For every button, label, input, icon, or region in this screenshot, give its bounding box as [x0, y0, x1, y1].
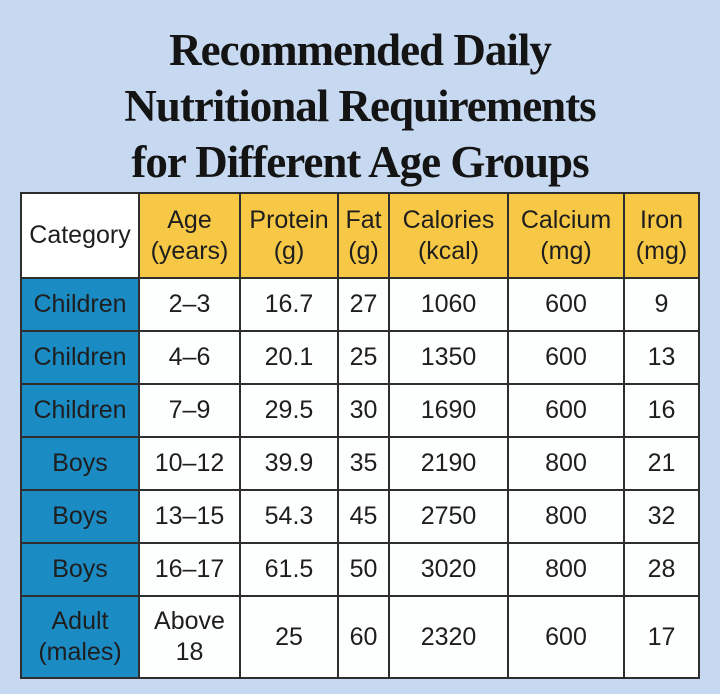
header-cell-calories: Calories (kcal)	[388, 192, 509, 279]
data-cell: 27	[337, 277, 390, 332]
page-title: Recommended Daily Nutritional Requiremen…	[0, 0, 720, 190]
header-cell-fat: Fat (g)	[337, 192, 390, 279]
page-title-line-2: Nutritional Requirements	[124, 81, 596, 131]
data-cell: 1060	[388, 277, 509, 332]
table-row: Children 2–3 16.7 27 1060 600 9	[20, 277, 700, 332]
data-cell: 25	[239, 595, 339, 679]
data-cell: 600	[507, 595, 625, 679]
category-cell: Children	[20, 383, 140, 438]
header-unit: (kcal)	[417, 236, 480, 265]
data-cell: 28	[623, 542, 700, 597]
data-cell: 30	[337, 383, 390, 438]
page-title-line-3: for Different Age Groups	[131, 137, 589, 187]
category-cell: Children	[20, 277, 140, 332]
header-label: Category	[29, 221, 131, 249]
table-row: Children 7–9 29.5 30 1690 600 16	[20, 383, 700, 438]
data-cell: 2–3	[138, 277, 241, 332]
header-label: Iron	[639, 205, 684, 234]
data-cell: 21	[623, 436, 700, 491]
data-cell: 13	[623, 330, 700, 385]
page-title-line-1: Recommended Daily	[169, 25, 552, 75]
data-cell: 39.9	[239, 436, 339, 491]
header-label: Calories	[402, 205, 495, 234]
data-cell: 17	[623, 595, 700, 679]
header-unit: (years)	[150, 236, 229, 265]
data-cell: 35	[337, 436, 390, 491]
nutrition-table: Category Age (years) Protein (g) Fat (g)…	[20, 192, 700, 679]
data-cell: Above 18	[138, 595, 241, 679]
data-cell: 32	[623, 489, 700, 544]
data-cell: 4–6	[138, 330, 241, 385]
data-cell: 800	[507, 489, 625, 544]
data-cell: 16.7	[239, 277, 339, 332]
header-label: Calcium	[520, 205, 612, 234]
table-row: Adult (males) Above 18 25 60 2320 600 17	[20, 595, 700, 679]
data-cell: 16–17	[138, 542, 241, 597]
data-cell: 29.5	[239, 383, 339, 438]
category-cell: Boys	[20, 436, 140, 491]
header-label: Protein	[249, 205, 329, 234]
data-cell: 60	[337, 595, 390, 679]
data-cell: 45	[337, 489, 390, 544]
table-row: Boys 10–12 39.9 35 2190 800 21	[20, 436, 700, 491]
data-cell: 25	[337, 330, 390, 385]
data-cell: 800	[507, 542, 625, 597]
header-unit: (g)	[273, 236, 305, 265]
category-cell: Boys	[20, 489, 140, 544]
header-label: Fat	[345, 205, 382, 234]
table-header-row: Category Age (years) Protein (g) Fat (g)…	[20, 192, 700, 279]
data-cell: 2750	[388, 489, 509, 544]
data-cell: 600	[507, 330, 625, 385]
header-unit: (mg)	[540, 236, 592, 265]
table-row: Children 4–6 20.1 25 1350 600 13	[20, 330, 700, 385]
header-cell-category: Category	[20, 192, 140, 279]
data-cell: 800	[507, 436, 625, 491]
table-row: Boys 13–15 54.3 45 2750 800 32	[20, 489, 700, 544]
data-cell: 2190	[388, 436, 509, 491]
data-cell: 20.1	[239, 330, 339, 385]
data-cell: 3020	[388, 542, 509, 597]
data-cell: 13–15	[138, 489, 241, 544]
header-cell-age: Age (years)	[138, 192, 241, 279]
header-cell-calcium: Calcium (mg)	[507, 192, 625, 279]
data-cell: 50	[337, 542, 390, 597]
data-cell: 1350	[388, 330, 509, 385]
category-cell: Boys	[20, 542, 140, 597]
header-label: Age	[167, 205, 212, 234]
header-unit: (mg)	[635, 236, 688, 265]
data-cell: 61.5	[239, 542, 339, 597]
header-cell-protein: Protein (g)	[239, 192, 339, 279]
data-cell: 600	[507, 277, 625, 332]
data-cell: 1690	[388, 383, 509, 438]
data-cell: 16	[623, 383, 700, 438]
category-cell: Children	[20, 330, 140, 385]
data-cell: 2320	[388, 595, 509, 679]
category-cell: Adult (males)	[20, 595, 140, 679]
data-cell: 10–12	[138, 436, 241, 491]
data-cell: 600	[507, 383, 625, 438]
data-cell: 9	[623, 277, 700, 332]
table-row: Boys 16–17 61.5 50 3020 800 28	[20, 542, 700, 597]
data-cell: 7–9	[138, 383, 241, 438]
header-cell-iron: Iron (mg)	[623, 192, 700, 279]
header-unit: (g)	[348, 236, 379, 265]
data-cell: 54.3	[239, 489, 339, 544]
